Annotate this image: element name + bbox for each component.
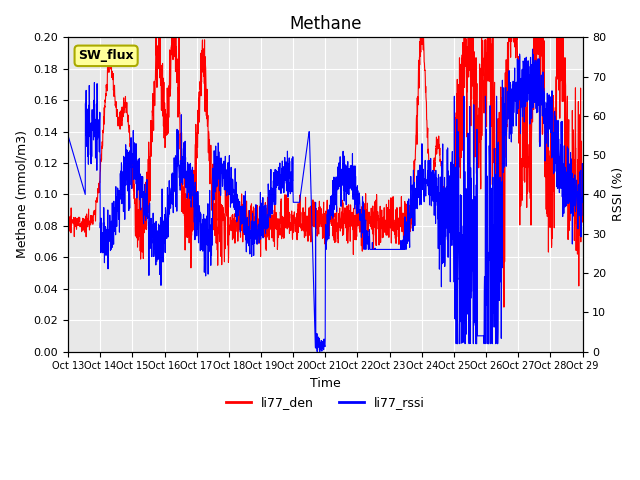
X-axis label: Time: Time [310,377,340,390]
Legend: li77_den, li77_rssi: li77_den, li77_rssi [221,391,429,414]
Y-axis label: RSSI (%): RSSI (%) [612,168,625,221]
Title: Methane: Methane [289,15,362,33]
Y-axis label: Methane (mmol/m3): Methane (mmol/m3) [15,131,28,258]
Text: SW_flux: SW_flux [78,49,134,62]
